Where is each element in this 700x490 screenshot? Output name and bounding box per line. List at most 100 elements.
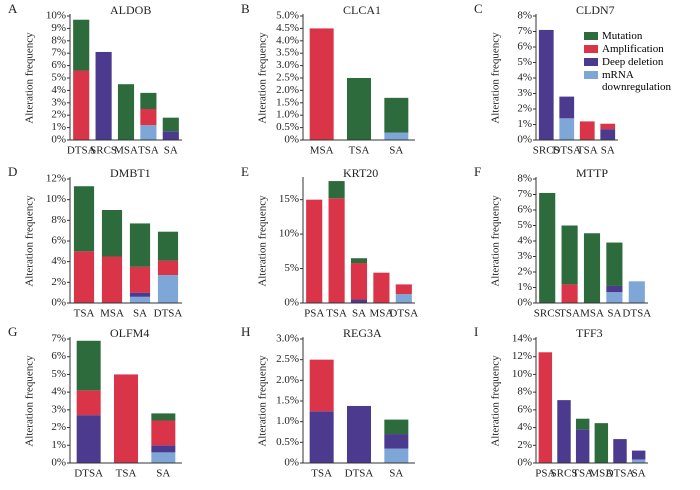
y-tick-label: 8% [517, 173, 532, 185]
chart-title: CLCA1 [343, 3, 381, 17]
x-tick-label: TSA [559, 308, 580, 320]
bar-segment [129, 296, 151, 303]
y-axis-label: Alteration frequency [490, 355, 502, 447]
x-tick-label: DTSA [622, 308, 651, 320]
y-tick-label: 0% [517, 134, 532, 146]
legend-swatch [584, 71, 598, 79]
y-tick-label: 3% [51, 96, 66, 108]
panel-letter: E [241, 164, 249, 179]
bar-segment [309, 28, 334, 140]
panel: A ALDOB Alteration frequency 0%1%2%3%4%5%6%… [8, 1, 182, 157]
y-tick-label: 0% [284, 457, 299, 469]
bar-segment [606, 242, 623, 286]
x-tick-label: SA [607, 308, 621, 320]
y-axis-label: Alteration frequency [257, 355, 269, 447]
chart-title: DMBT1 [110, 166, 151, 180]
bar-segment [306, 199, 323, 303]
y-tick-label: 10% [279, 228, 299, 240]
y-tick-label: 1% [51, 121, 66, 133]
bar-segment [606, 285, 623, 293]
y-tick-label: 4% [517, 421, 532, 433]
y-tick-label: 3.5% [276, 47, 299, 59]
y-tick-label: 10% [46, 193, 66, 205]
bar-segment [151, 452, 176, 463]
y-tick-label: 14% [512, 333, 532, 345]
y-axis-label: Alteration frequency [257, 195, 269, 287]
y-axis-label: Alteration frequency [257, 32, 269, 124]
y-tick-label: 1% [51, 439, 66, 451]
panel-letter: B [241, 1, 250, 16]
y-tick-label: 9% [51, 22, 66, 34]
y-tick-label: 5% [517, 219, 532, 231]
x-tick-label: MSA [580, 308, 604, 320]
y-tick-label: 0% [284, 297, 299, 309]
y-tick-label: 10% [46, 10, 66, 22]
bar-segment [384, 419, 409, 435]
panel-letter: A [8, 1, 18, 16]
y-tick-label: 2% [51, 109, 66, 121]
y-tick-label: 2.5% [276, 72, 299, 84]
bar-segment [73, 251, 95, 303]
y-tick-label: 6% [517, 403, 532, 415]
x-tick-label: DTSA [74, 468, 103, 480]
y-tick-label: 6% [517, 41, 532, 53]
y-tick-label: 2.0% [276, 374, 299, 386]
x-tick-label: SRCS [90, 145, 117, 157]
bar-segment [140, 109, 157, 126]
y-tick-label: 3.0% [276, 59, 299, 71]
bar-segment [575, 418, 590, 430]
y-tick-label: 0% [51, 297, 66, 309]
panel-letter: F [474, 164, 481, 179]
y-tick-label: 4% [517, 235, 532, 247]
bar-segment [557, 400, 571, 463]
panel: E KRT20 Alteration frequency 0% 5% 10% 15% PSA T… [241, 164, 418, 320]
bar-segment [579, 121, 595, 140]
bar-segment [559, 96, 575, 119]
x-tick-label: TSA [349, 145, 370, 157]
x-tick-label: PSA [535, 468, 555, 480]
x-tick-label: TSA [577, 145, 598, 157]
bar-segment [129, 223, 151, 267]
panel: G OLFM4 Alteration frequency 0% 1% 2% 3% 4% 5% 6%… [8, 324, 182, 480]
legend-item: Mutation [584, 30, 676, 42]
y-tick-label: 1% [517, 118, 532, 130]
panel: B CLCA1 Alteration frequency 0%0.5%1.0%1.5%… [241, 1, 415, 157]
bar-segment [600, 123, 616, 130]
panel-letter: I [474, 324, 478, 339]
bar-segment [539, 192, 556, 303]
bar-segment [561, 284, 578, 303]
y-tick-label: 7% [51, 333, 66, 345]
y-tick-label: 4% [517, 72, 532, 84]
x-tick-label: TSA [116, 468, 137, 480]
y-tick-label: 3.0% [276, 333, 299, 345]
y-tick-label: 4% [51, 255, 66, 267]
bar-segment [631, 450, 646, 460]
y-tick-label: 7% [517, 188, 532, 200]
bar-segment [328, 198, 345, 303]
y-tick-label: 1.5% [276, 96, 299, 108]
y-tick-label: 8% [51, 214, 66, 226]
chart-title: KRT20 [343, 166, 378, 180]
legend-label: mRNA downregulation [602, 69, 672, 93]
bar-segment [561, 225, 578, 285]
y-tick-label: 2% [517, 266, 532, 278]
y-tick-label: 4% [51, 84, 66, 96]
legend-swatch [584, 32, 598, 40]
x-tick-label: TSA [138, 145, 159, 157]
bar-segment [73, 70, 90, 140]
bar-segment [395, 284, 412, 295]
x-tick-label: DTSA [389, 308, 418, 320]
bar-segment [129, 292, 151, 297]
panel-letter: D [8, 164, 17, 179]
legend-item: mRNA downregulation [584, 69, 676, 93]
y-tick-label: 0% [51, 457, 66, 469]
bar-segment [559, 118, 575, 140]
bar-segment [101, 256, 123, 303]
chart-title: ALDOB [110, 3, 151, 17]
bar-segment [347, 78, 371, 140]
bar-segment [373, 272, 390, 303]
y-tick-label: 12% [46, 173, 66, 185]
y-tick-label: 1.0% [276, 415, 299, 427]
x-tick-label: SA [156, 468, 170, 480]
